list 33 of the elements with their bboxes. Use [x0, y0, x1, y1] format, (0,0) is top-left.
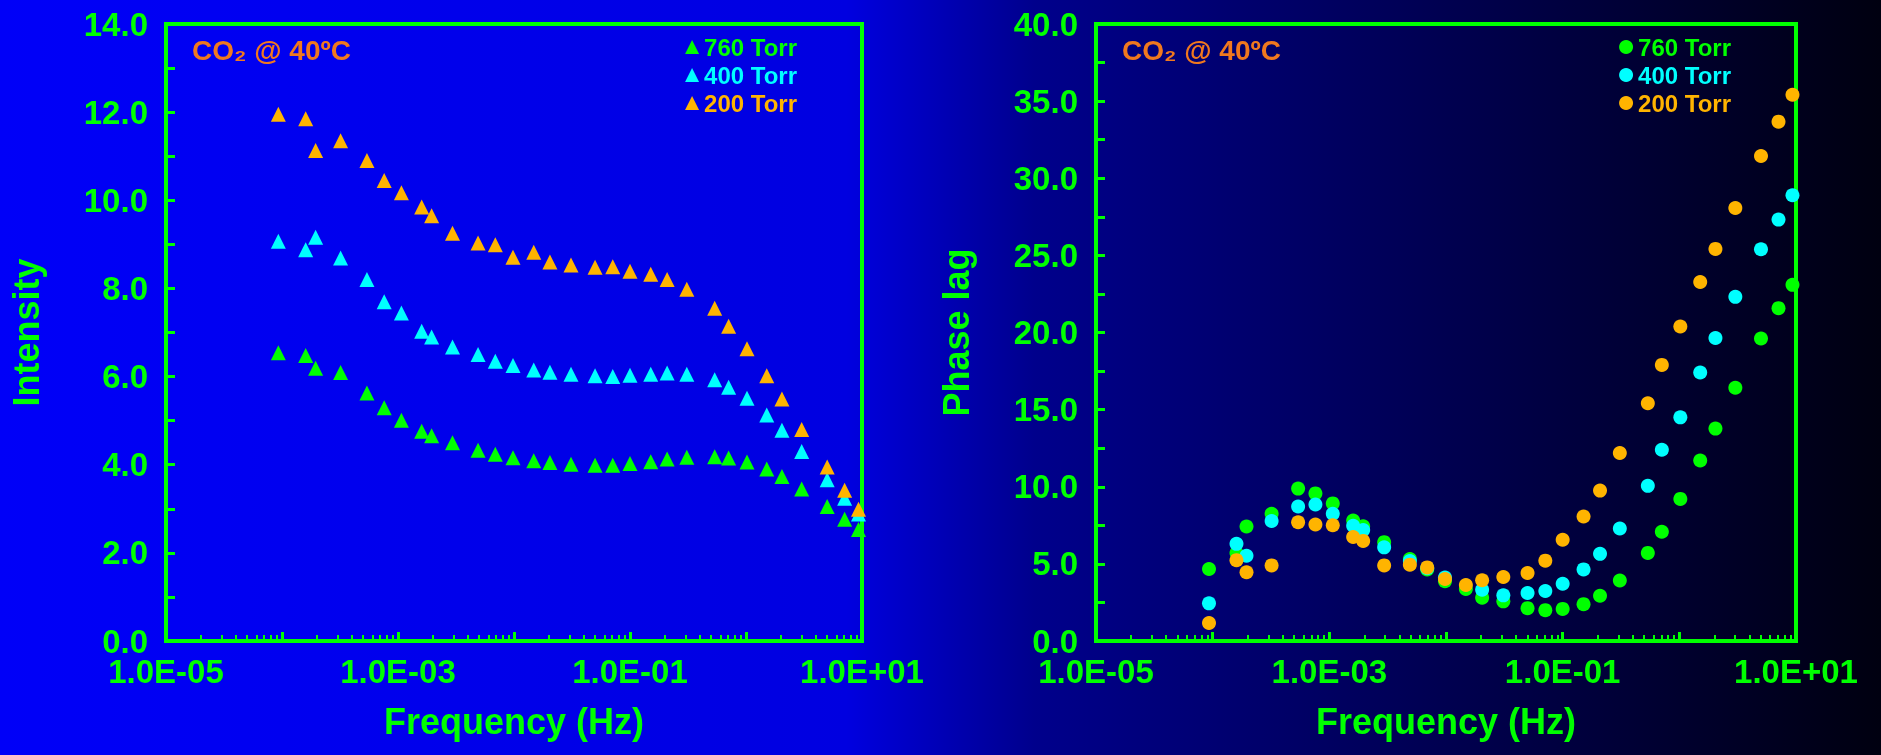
x-tick-label: 1.0E+01 — [800, 653, 924, 690]
x-axis-title: Frequency (Hz) — [1315, 700, 1577, 742]
legend-label: 200 Torr — [704, 89, 798, 117]
y-tick-label: 35.0 — [1013, 82, 1078, 120]
y-tick-label: 12.0 — [83, 93, 148, 131]
x-tick-label: 1.0E-01 — [1504, 653, 1621, 690]
y-tick-label: 20.0 — [1013, 314, 1078, 351]
legend-label: 400 Torr — [704, 61, 798, 89]
x-tick-label: 1.0E+01 — [1734, 653, 1858, 690]
x-tick-label: 1.0E-01 — [572, 653, 688, 690]
y-tick-label: 10.0 — [1013, 468, 1078, 506]
legend-label: 760 Torr — [704, 33, 798, 61]
y-tick-label: 8.0 — [102, 269, 148, 307]
y-axis-title: Intensity — [5, 258, 47, 407]
y-tick-label: 10.0 — [83, 181, 148, 219]
y-tick-label: 4.0 — [102, 446, 148, 484]
y-tick-label: 15.0 — [1013, 391, 1078, 429]
y-tick-label: 25.0 — [1013, 236, 1078, 274]
x-axis-title: Frequency (Hz) — [383, 700, 645, 742]
legend-label: 760 Torr — [1638, 33, 1732, 61]
y-tick-label: 5.0 — [1032, 545, 1078, 583]
y-tick-label: 30.0 — [1013, 159, 1078, 197]
x-tick-label: 1.0E-03 — [340, 653, 456, 690]
y-tick-label: 2.0 — [102, 534, 148, 572]
y-axis-title: Phase lag — [935, 248, 977, 417]
x-tick-label: 1.0E-03 — [1271, 653, 1388, 690]
legend-label: 200 Torr — [1638, 89, 1732, 117]
legend-label: 400 Torr — [1638, 61, 1732, 89]
y-tick-label: 40.0 — [1013, 5, 1078, 43]
y-tick-label: 6.0 — [102, 358, 148, 396]
annotation: CO₂ @ 40ºC — [192, 34, 351, 66]
annotation: CO₂ @ 40ºC — [1122, 34, 1281, 66]
y-tick-label: 14.0 — [83, 5, 148, 43]
